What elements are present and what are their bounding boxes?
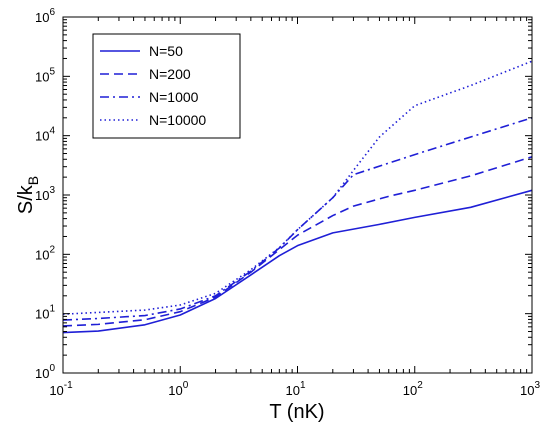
legend-label: N=50: [149, 43, 183, 59]
y-tick-label-base: 10: [35, 188, 49, 203]
x-tick-label-exp: 1: [300, 380, 306, 391]
x-tick-label: 102: [403, 380, 423, 398]
y-tick-label-base: 10: [35, 10, 49, 25]
x-tick-label: 10-1: [49, 380, 73, 398]
legend-label: N=10000: [149, 112, 206, 128]
y-tick-label-exp: 3: [49, 185, 55, 196]
y-tick-label-exp: 5: [49, 66, 55, 77]
x-tick-label-exp: -1: [64, 380, 73, 391]
x-tick-label-base: 10: [285, 383, 299, 398]
series-line-n-200: [62, 156, 533, 327]
series-line-n-1000: [62, 117, 533, 321]
y-tick-label-exp: 1: [49, 304, 55, 315]
x-tick-label-base: 10: [49, 383, 63, 398]
y-tick-label: 105: [35, 66, 55, 84]
y-tick-label-exp: 2: [49, 244, 55, 255]
x-tick-label: 103: [520, 380, 540, 398]
y-tick-label-base: 10: [35, 129, 49, 144]
y-tick-label: 101: [35, 304, 55, 322]
y-tick-label-base: 10: [35, 307, 49, 322]
y-axis-label-base: S/k: [15, 184, 37, 214]
x-tick-label-base: 10: [403, 383, 417, 398]
y-tick-label: 102: [35, 244, 55, 262]
plot-frame: [62, 16, 533, 374]
y-tick-label: 103: [35, 185, 55, 203]
x-axis-label: T (nK): [269, 401, 324, 423]
y-axis-label-sub: B: [25, 176, 41, 185]
y-tick-label-base: 10: [35, 366, 49, 381]
series-layer: [62, 60, 533, 334]
legend-label: N=200: [149, 66, 191, 82]
series-line-n-50: [62, 189, 533, 334]
y-tick-label: 104: [35, 126, 55, 144]
legend: N=50 N=200 N=1000 N=10000: [92, 33, 241, 139]
y-tick-label-exp: 6: [49, 7, 55, 18]
x-tick-label: 101: [285, 380, 305, 398]
legend-label: N=1000: [149, 89, 199, 105]
y-tick-label-base: 10: [35, 247, 49, 262]
y-tick-label-base: 10: [35, 69, 49, 84]
y-tick-label: 106: [35, 7, 55, 25]
x-tick-label-exp: 3: [534, 380, 540, 391]
x-tick-label-base: 10: [168, 383, 182, 398]
y-tick-label-exp: 0: [49, 363, 55, 374]
legend-items: N=50 N=200 N=1000 N=10000: [100, 43, 206, 128]
x-tick-label-base: 10: [520, 383, 534, 398]
x-tick-label-exp: 0: [183, 380, 189, 391]
x-tick-label-exp: 2: [417, 380, 423, 391]
x-tick-label: 100: [168, 380, 188, 398]
y-axis-label: S/kB: [15, 176, 41, 214]
y-tick-label-exp: 4: [49, 126, 55, 137]
y-tick-label: 100: [35, 363, 55, 381]
